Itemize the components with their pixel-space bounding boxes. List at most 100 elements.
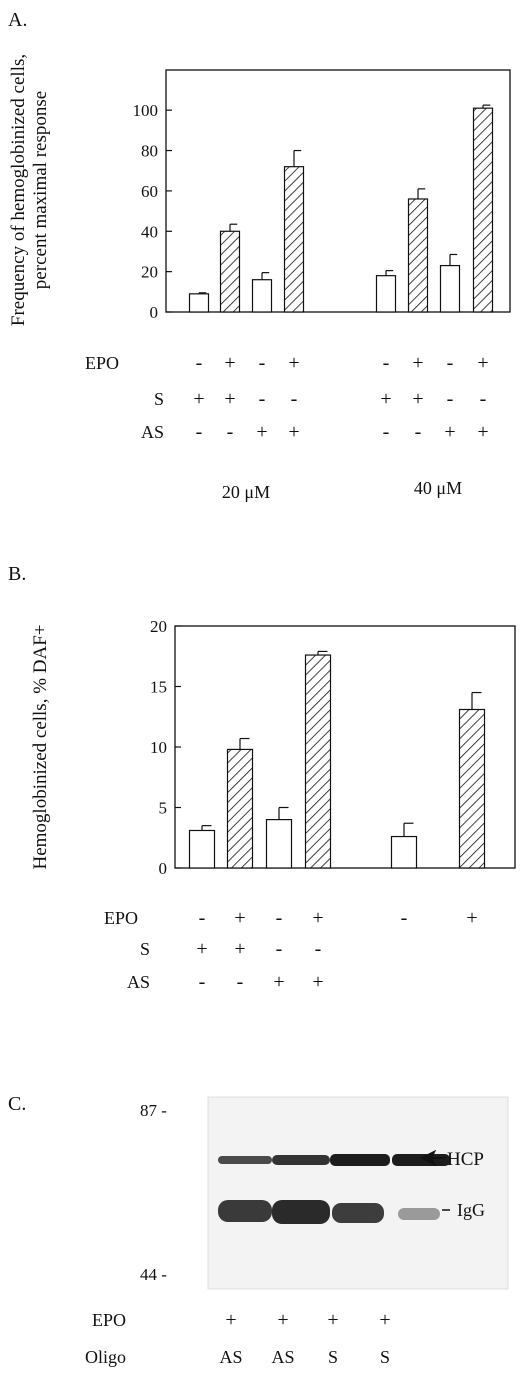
- condition-sign-epo: +: [412, 352, 423, 374]
- bar: [375, 275, 397, 313]
- condition-sign-as: +: [273, 971, 284, 993]
- condition-sign-epo: +: [224, 352, 235, 374]
- condition-sign-as: +: [288, 421, 299, 443]
- y-tick-label: 20: [141, 263, 158, 282]
- bar: [219, 230, 241, 313]
- condition-sign-epo: -: [383, 352, 390, 374]
- hcp-band-lane-3: [330, 1154, 390, 1166]
- panel-a-y-axis-label-line2: percent maximal response: [30, 91, 51, 289]
- lane-epo-sign: +: [277, 1309, 288, 1331]
- y-tick-label: 80: [141, 142, 158, 161]
- condition-sign-epo: +: [288, 352, 299, 374]
- condition-sign-as: +: [477, 421, 488, 443]
- lane-oligo-label: AS: [271, 1347, 294, 1367]
- condition-sign-s: +: [224, 388, 235, 410]
- y-tick-label: 20: [150, 617, 167, 636]
- condition-sign-epo: +: [466, 907, 477, 929]
- condition-sign-s: -: [315, 938, 322, 960]
- condition-sign-as: +: [256, 421, 267, 443]
- panel-b-y-axis-label: Hemoglobinized cells, % DAF+: [30, 624, 51, 869]
- bar: [439, 264, 461, 313]
- panel-b-label: B.: [8, 563, 26, 585]
- panel-a-group-label-40: 40 μM: [414, 478, 462, 498]
- panel-c-label: C.: [8, 1093, 26, 1115]
- condition-sign-s: +: [380, 388, 391, 410]
- condition-sign-epo: +: [234, 907, 245, 929]
- panel-b: B. Hemoglobinized cells, % DAF+ 0 5 10 15 20…: [8, 563, 516, 993]
- y-tick-label: 10: [150, 738, 167, 757]
- condition-sign-s: +: [412, 388, 423, 410]
- condition-sign-as: +: [312, 971, 323, 993]
- western-blot-image: [207, 1096, 509, 1290]
- condition-sign-as: +: [444, 421, 455, 443]
- condition-sign-epo: -: [447, 352, 454, 374]
- condition-sign-epo: -: [196, 352, 203, 374]
- condition-sign-s: +: [196, 938, 207, 960]
- igg-label: IgG: [457, 1200, 485, 1220]
- condition-sign-epo: -: [276, 907, 283, 929]
- bar: [472, 107, 494, 313]
- bar: [390, 835, 418, 869]
- panel-a-condition-signs: -+-++---++-+-+-++---++-+: [193, 352, 488, 443]
- y-tick-label: 0: [159, 859, 168, 878]
- bar: [304, 654, 332, 869]
- y-tick-label: 5: [159, 799, 168, 818]
- igg-band-lane-3: [332, 1203, 384, 1223]
- bar: [188, 829, 216, 869]
- panel-a-label: A.: [8, 9, 27, 31]
- condition-sign-s: -: [447, 388, 454, 410]
- panel-a-bars: [188, 104, 494, 313]
- condition-sign-s: -: [276, 938, 283, 960]
- condition-sign-as: -: [415, 421, 422, 443]
- panel-b-epo-row-label: EPO: [104, 908, 138, 928]
- bar: [283, 166, 305, 313]
- panel-b-y-ticks: 0 5 10 15 20: [150, 617, 181, 878]
- panel-b-bars: [188, 650, 486, 869]
- condition-sign-s: -: [291, 388, 298, 410]
- lane-oligo-label: S: [328, 1347, 338, 1367]
- condition-sign-as: -: [383, 421, 390, 443]
- condition-sign-s: +: [234, 938, 245, 960]
- lane-epo-sign: +: [327, 1309, 338, 1331]
- condition-sign-as: -: [199, 971, 206, 993]
- y-tick-label: 100: [133, 101, 159, 120]
- lane-oligo-label: S: [380, 1347, 390, 1367]
- condition-sign-epo: -: [259, 352, 266, 374]
- y-tick-label: 0: [150, 303, 159, 322]
- panel-a-group-label-20: 20 μM: [222, 482, 270, 502]
- panel-c-epo-row-label: EPO: [92, 1310, 126, 1330]
- condition-sign-epo: -: [199, 907, 206, 929]
- panel-a-as-row-label: AS: [141, 422, 164, 442]
- y-tick-label: 40: [141, 222, 158, 241]
- panel-b-condition-signs: - + - + + - - - + + - + - +: [196, 907, 477, 993]
- igg-band-lane-4: [398, 1208, 440, 1220]
- panel-a-epo-row-label: EPO: [85, 353, 119, 373]
- panel-b-as-row-label: AS: [127, 972, 150, 992]
- condition-sign-epo: +: [312, 907, 323, 929]
- panel-c: C. 87 - 44 - HCP IgG EPO Oligo + + + + AS AS S…: [8, 1093, 509, 1367]
- marker-44-label: 44 -: [140, 1265, 167, 1284]
- igg-band-lane-2: [272, 1200, 330, 1224]
- condition-sign-s: -: [480, 388, 487, 410]
- condition-sign-as: -: [227, 421, 234, 443]
- panel-c-oligo-row-label: Oligo: [85, 1347, 126, 1367]
- condition-sign-epo: -: [401, 907, 408, 929]
- panel-a-s-row-label: S: [154, 389, 164, 409]
- panel-c-lane-labels: + + + + AS AS S S: [219, 1309, 390, 1367]
- panel-b-s-row-label: S: [140, 939, 150, 959]
- condition-sign-epo: +: [477, 352, 488, 374]
- bar: [458, 708, 486, 869]
- condition-sign-s: -: [259, 388, 266, 410]
- hcp-band-lane-1: [218, 1156, 272, 1164]
- lane-epo-sign: +: [379, 1309, 390, 1331]
- lane-oligo-label: AS: [219, 1347, 242, 1367]
- lane-epo-sign: +: [225, 1309, 236, 1331]
- hcp-label: HCP: [447, 1149, 484, 1170]
- condition-sign-as: -: [196, 421, 203, 443]
- bar: [188, 293, 210, 313]
- igg-band-lane-1: [218, 1200, 272, 1222]
- bar: [251, 279, 273, 313]
- condition-sign-s: +: [193, 388, 204, 410]
- bar: [265, 818, 293, 869]
